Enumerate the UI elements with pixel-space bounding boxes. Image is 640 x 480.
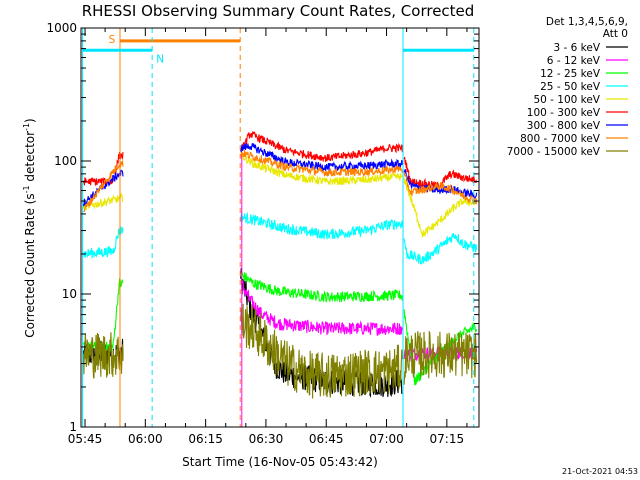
plot-frame [80, 27, 480, 428]
legend-label-50-100-kev: 50 - 100 keV [533, 94, 600, 106]
x-tick-label: 06:30 [249, 432, 284, 446]
y-tick-label: 10 [62, 287, 77, 301]
series-line-25-50-kev [83, 212, 478, 265]
series-layer [82, 131, 478, 399]
legend-label-12-25-kev: 12 - 25 keV [540, 68, 601, 80]
legend-label-7000-15000-kev: 7000 - 15000 keV [507, 146, 601, 158]
chart-title: RHESSI Observing Summary Count Rates, Co… [82, 2, 475, 20]
series-line-800-7000-kev [83, 150, 478, 213]
x-tick-label: 07:00 [369, 432, 404, 446]
x-axis: 05:45 06:00 06:15 06:30 06:45 07:00 07:15 [68, 28, 468, 446]
x-tick-label: 07:15 [430, 432, 465, 446]
x-tick-label: 06:00 [128, 432, 163, 446]
legend-label-6-12-kev: 6 - 12 keV [547, 55, 601, 67]
x-tick-label: 06:45 [309, 432, 344, 446]
legend-header-detectors: Det 1,3,4,5,6,9, [546, 16, 628, 28]
legend-label-25-50-kev: 25 - 50 keV [540, 81, 601, 93]
y-tick-label: 100 [54, 154, 77, 168]
y-tick-label: 1 [69, 420, 77, 434]
x-axis-label: Start Time (16-Nov-05 05:43:42) [182, 455, 378, 469]
x-tick-label: 06:15 [188, 432, 223, 446]
annotation-layer: SN [82, 28, 475, 427]
legend-label-300-800-kev: 300 - 800 keV [527, 120, 601, 132]
x-tick-label: 05:45 [68, 432, 103, 446]
night-label: N [156, 53, 164, 65]
series-line-7000-15000-kev [82, 303, 478, 399]
legend-label-800-7000-kev: 800 - 7000 keV [520, 133, 601, 145]
legend-label-100-300-kev: 100 - 300 keV [527, 107, 601, 119]
saa-label: S [109, 34, 116, 46]
legend-header-attenuator: Att 0 [603, 28, 628, 40]
generation-timestamp: 21-Oct-2021 04:53 [562, 467, 638, 476]
y-axis: 1 10 100 1000 [46, 21, 479, 434]
y-axis-label: Corrected Count Rate (s-1 detector-1) [22, 118, 37, 337]
legend-label-3-6-kev: 3 - 6 keV [553, 42, 600, 54]
y-tick-label: 1000 [46, 21, 77, 35]
